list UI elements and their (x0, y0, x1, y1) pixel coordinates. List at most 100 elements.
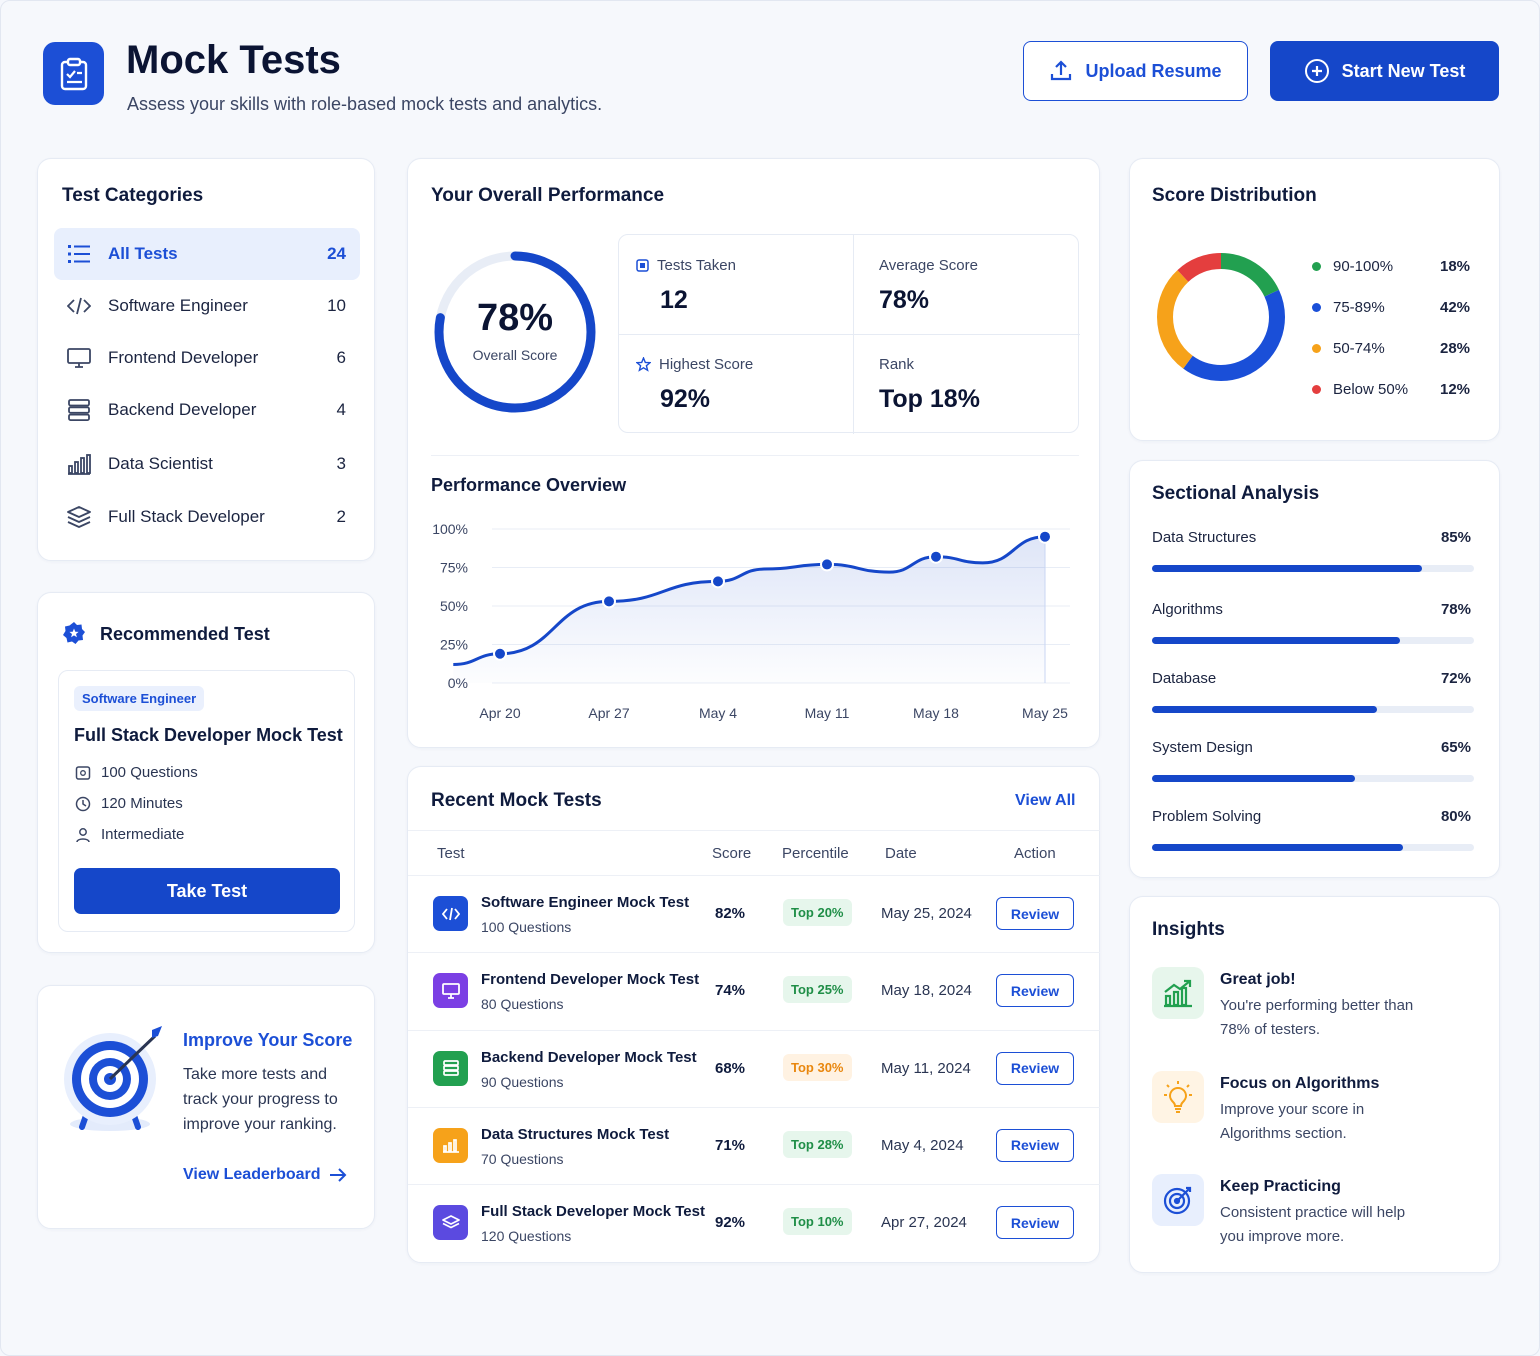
data-point[interactable] (820, 557, 834, 572)
x-tick-label: May 4 (699, 705, 737, 721)
level-meta: Intermediate (75, 826, 184, 843)
legend-value: 12% (1440, 381, 1471, 398)
upload-icon (1049, 59, 1073, 83)
badge-star-icon (62, 621, 86, 645)
category-count: 10 (327, 296, 346, 315)
category-software-engineer[interactable]: Software Engineer 10 (54, 280, 360, 332)
category-label: All Tests (108, 244, 178, 263)
x-tick-label: Apr 27 (588, 705, 629, 721)
test-date: May 4, 2024 (881, 1136, 964, 1154)
star-icon (636, 357, 651, 372)
category-count: 24 (327, 244, 346, 263)
percentile-badge: Top 25% (783, 976, 852, 1004)
test-questions: 80 Questions (481, 996, 564, 1013)
y-tick-label: 50% (440, 598, 468, 614)
section-label: Algorithms (1152, 601, 1223, 618)
performance-title: Your Overall Performance (431, 185, 665, 206)
recommended-title: Recommended Test (100, 624, 270, 644)
percentile-badge: Top 10% (783, 1208, 852, 1236)
average-score-value: 78% (879, 286, 930, 314)
section-progress-track (1152, 775, 1474, 782)
test-score: 92% (715, 1214, 746, 1232)
test-name: Backend Developer Mock Test (481, 1048, 697, 1066)
table-row: Full Stack Developer Mock Test 120 Questi… (408, 1184, 1100, 1261)
review-button[interactable]: Review (996, 1206, 1074, 1240)
recent-tests-title: Recent Mock Tests (431, 790, 602, 811)
insight-text: You're performing better than 78% of tes… (1220, 997, 1414, 1038)
donut-slice (1157, 253, 1285, 381)
category-frontend-developer[interactable]: Frontend Developer 6 (54, 332, 360, 384)
test-score: 82% (715, 905, 746, 922)
tests-taken-stat: Tests Taken 12 (636, 257, 736, 315)
start-new-test-label: Start New Test (1341, 60, 1466, 81)
test-score: 71% (715, 1136, 746, 1154)
test-name: Software Engineer Mock Test (481, 894, 690, 911)
percentile-badge: Top 28% (783, 1130, 852, 1158)
review-button[interactable]: Review (996, 974, 1074, 1008)
section-progress-track (1152, 565, 1474, 572)
review-button[interactable]: Review (996, 1051, 1074, 1085)
legend-value: 18% (1440, 258, 1471, 275)
y-tick-label: 100% (432, 521, 468, 537)
test-score: 74% (715, 982, 746, 1000)
categories-card: Test Categories All Tests 24 Software En… (37, 158, 375, 561)
code-icon (433, 896, 468, 931)
overall-score-arc (434, 251, 596, 413)
data-point[interactable] (602, 594, 616, 609)
recent-tests-card: Recent Mock Tests View All Test Score Pe… (407, 766, 1100, 1263)
start-new-test-button[interactable]: Start New Test (1270, 41, 1499, 101)
section-label: Database (1152, 670, 1217, 687)
category-count: 4 (336, 400, 346, 419)
legend-label: 50-74% (1333, 340, 1385, 357)
view-leaderboard-link[interactable]: View Leaderboard (183, 1166, 347, 1184)
table-row: Backend Developer Mock Test 90 Questions 6… (408, 1029, 1100, 1107)
data-point[interactable] (493, 646, 507, 661)
questions-meta: 100 Questions (75, 764, 198, 781)
monitor-icon (66, 347, 92, 369)
test-name: Data Structures Mock Test (481, 1125, 670, 1143)
section-value: 72% (1440, 670, 1471, 687)
insight-text: Improve your score in Algorithms section… (1220, 1101, 1365, 1142)
upload-resume-button[interactable]: Upload Resume (1023, 41, 1248, 101)
data-point[interactable] (711, 574, 725, 589)
score-distribution-card: Score Distribution 90-100% 18% 75-89% 42% 50… (1129, 158, 1500, 441)
insight-title: Focus on Algorithms (1220, 1075, 1380, 1092)
stats-grid: Tests Taken 12 Average Score 78% Highest… (618, 234, 1080, 434)
recommended-card: Recommended Test Software Engineer Full … (37, 592, 375, 953)
test-name: Frontend Developer Mock Test (481, 971, 700, 989)
level-text: Intermediate (101, 826, 185, 843)
review-button[interactable]: Review (996, 1128, 1074, 1162)
trend-up-icon (1152, 967, 1204, 1019)
duration-meta: 120 Minutes (75, 795, 183, 812)
section-progress-fill (1152, 706, 1378, 713)
arrow-right-icon (329, 1168, 347, 1182)
review-button[interactable]: Review (996, 897, 1074, 930)
layers-icon (66, 506, 92, 528)
insights-card: Insights Great job! You're performing be… (1129, 896, 1500, 1273)
categories-title: Test Categories (62, 185, 204, 206)
score-distribution-title: Score Distribution (1152, 185, 1317, 206)
legend-dot (1312, 303, 1321, 312)
category-data-scientist[interactable]: Data Scientist 3 (54, 438, 360, 490)
list-icon (66, 244, 92, 264)
recommended-test-card[interactable]: Software Engineer Full Stack Developer M… (58, 670, 355, 932)
category-full-stack-developer[interactable]: Full Stack Developer 2 (54, 491, 360, 543)
test-date: May 18, 2024 (881, 982, 972, 1000)
data-point[interactable] (1038, 529, 1052, 544)
test-date: May 25, 2024 (881, 905, 972, 922)
category-all-tests[interactable]: All Tests 24 (54, 228, 360, 280)
table-row: Data Structures Mock Test 70 Questions 71%… (408, 1106, 1100, 1184)
section-label: Problem Solving (1152, 808, 1262, 825)
category-backend-developer[interactable]: Backend Developer 4 (54, 384, 360, 436)
insight-title: Great job! (1220, 971, 1296, 988)
table-row: Software Engineer Mock Test 100 Questions… (408, 875, 1100, 952)
improve-card: Improve Your Score Take more tests and t… (37, 985, 375, 1229)
view-all-link[interactable]: View All (1015, 792, 1076, 809)
test-questions: 90 Questions (481, 1073, 564, 1090)
monitor-icon (433, 973, 468, 1009)
test-questions: 100 Questions (481, 919, 572, 935)
take-test-button[interactable]: Take Test (74, 868, 340, 914)
bar-chart-icon (66, 453, 92, 475)
category-label: Software Engineer (108, 296, 248, 315)
data-point[interactable] (929, 549, 943, 564)
